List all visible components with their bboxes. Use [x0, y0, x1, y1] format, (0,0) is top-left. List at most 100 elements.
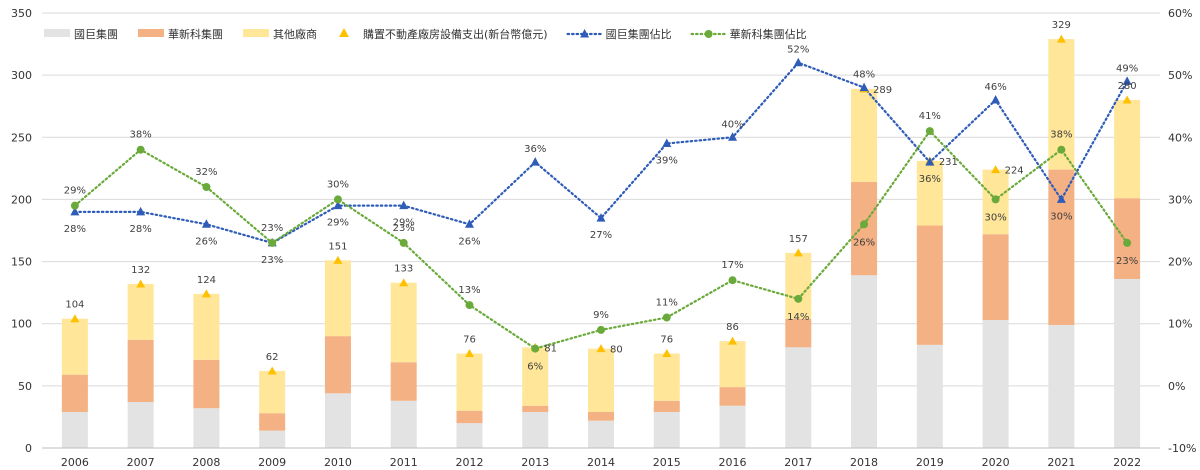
walsin-share-marker	[465, 301, 474, 310]
yageo-share-marker	[793, 57, 803, 67]
yageo-share-label: 48%	[853, 70, 875, 81]
bar-segment	[1048, 324, 1075, 448]
yageo-share-marker	[859, 82, 869, 92]
yageo-share-marker	[596, 213, 606, 222]
total-label: 224	[1005, 166, 1024, 177]
total-marker	[201, 289, 211, 298]
bar-segment	[61, 318, 88, 375]
bar-segment	[785, 252, 812, 319]
x-tick-label: 2022	[1113, 456, 1141, 469]
walsin-share-label: 29%	[64, 186, 86, 197]
yageo-share-label: 36%	[524, 144, 546, 155]
total-label: 104	[65, 300, 84, 311]
y2-tick-label: 0%	[1168, 380, 1185, 393]
x-tick-label: 2008	[192, 456, 220, 469]
bar-segment	[982, 234, 1009, 320]
bar-segment	[456, 353, 483, 411]
bar-segment	[324, 336, 351, 394]
walsin-share-marker	[794, 294, 803, 303]
y-tick-label: 0	[25, 442, 32, 455]
markers	[70, 34, 1132, 375]
y-tick-label: 100	[11, 318, 32, 331]
bar-segment	[522, 405, 549, 412]
yageo-share-label: 28%	[64, 224, 86, 235]
x-tick-label: 2019	[916, 456, 944, 469]
bar-segment	[324, 393, 351, 448]
bar-segment	[390, 362, 417, 401]
lines	[73, 61, 1129, 350]
bar-segment	[588, 411, 614, 421]
walsin-share-marker	[925, 127, 934, 136]
y2-tick-label: 20%	[1168, 256, 1192, 269]
yageo-share-marker	[991, 95, 1001, 104]
legend-label: 其他廠商	[273, 27, 317, 41]
total-label: 157	[789, 234, 808, 245]
x-tick-label: 2010	[324, 456, 352, 469]
legend-swatch	[243, 29, 269, 37]
walsin-share-label: 30%	[327, 179, 349, 190]
total-marker	[464, 349, 474, 358]
y-tick-label: 300	[11, 69, 32, 82]
yageo-share-label: 26%	[195, 236, 217, 247]
bar-segment	[259, 370, 286, 414]
walsin-share-label: 13%	[458, 285, 480, 296]
walsin-share-label: 17%	[721, 260, 743, 271]
walsin-share-label: 23%	[261, 223, 283, 234]
bar-segment	[522, 347, 549, 406]
bar-segment	[785, 318, 812, 348]
walsin-share-label: 11%	[656, 298, 678, 309]
legend-marker	[339, 28, 349, 37]
walsin-share-label: 23%	[1116, 256, 1138, 267]
bar-segment	[390, 400, 417, 448]
total-marker	[1056, 34, 1066, 43]
walsin-share-label: 38%	[1050, 130, 1072, 141]
yageo-share-label: 46%	[984, 82, 1006, 93]
total-label: 62	[266, 352, 279, 363]
walsin-share-label: 30%	[984, 212, 1006, 223]
walsin-share-marker	[202, 183, 211, 191]
yageo-share-label: 30%	[1050, 211, 1072, 222]
total-label: 280	[1118, 81, 1137, 92]
total-label: 124	[197, 275, 216, 286]
x-tick-label: 2015	[653, 456, 681, 469]
yageo-share-marker	[728, 132, 738, 141]
x-tick-label: 2007	[127, 456, 155, 469]
walsin-share-label: 32%	[195, 167, 217, 178]
walsin-share-label: 41%	[919, 111, 941, 122]
bar-segment	[1114, 198, 1141, 279]
yageo-share-marker	[70, 206, 80, 216]
total-label: 133	[394, 264, 413, 275]
x-tick-label: 2017	[784, 456, 812, 469]
yageo-share-label: 27%	[590, 230, 612, 241]
total-marker	[662, 349, 672, 358]
bar-segment	[193, 293, 220, 360]
bars	[61, 39, 1141, 448]
bar-segment	[522, 411, 549, 448]
x-tick-label: 2014	[587, 456, 615, 469]
bar-segment	[127, 339, 154, 403]
bar-segment	[127, 402, 154, 448]
data-labels: 104 132 124 62 151 133 76 81 80 76 86 157 289 231 224 3…	[64, 20, 1138, 372]
y2-tick-label: 10%	[1168, 318, 1192, 331]
bar-segment	[916, 344, 943, 448]
walsin-share-marker	[136, 145, 145, 154]
yageo-share-marker	[662, 138, 672, 147]
walsin-share-marker	[399, 238, 408, 247]
total-label: 231	[939, 157, 958, 168]
total-label: 132	[131, 265, 150, 276]
yageo-share-marker	[136, 206, 146, 216]
total-marker	[596, 344, 606, 353]
total-label: 151	[328, 241, 347, 252]
bar-segment	[653, 353, 680, 401]
x-tick-label: 2012	[455, 456, 483, 469]
y2-tick-label: 30%	[1168, 193, 1192, 206]
yageo-share-marker	[333, 200, 343, 210]
bar-segment	[719, 405, 746, 448]
total-marker	[1122, 95, 1132, 104]
bar-segment	[456, 423, 483, 448]
total-label: 80	[610, 345, 623, 356]
y-tick-label: 50	[18, 380, 32, 393]
total-marker	[793, 248, 803, 257]
legend-label: 華新科集團佔比	[730, 27, 807, 41]
total-label: 329	[1052, 20, 1071, 31]
